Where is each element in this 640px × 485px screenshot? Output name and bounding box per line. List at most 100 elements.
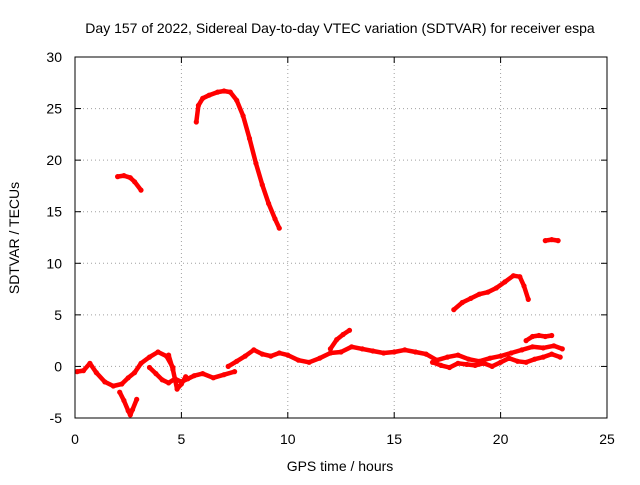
series-arc-7-point bbox=[210, 375, 216, 381]
series-arc-11-point bbox=[506, 355, 512, 361]
series-arc-3-point bbox=[493, 285, 499, 291]
series-arc-12-point bbox=[523, 338, 529, 344]
series-arc-9-point bbox=[225, 363, 231, 369]
series-arc-2-point bbox=[259, 182, 265, 188]
series-arc-2-point bbox=[246, 135, 253, 142]
series-arc-7-point bbox=[166, 380, 172, 386]
series-arc-9-point bbox=[498, 353, 504, 359]
series-arc-2-point bbox=[227, 89, 233, 95]
series-arc-9-point bbox=[317, 355, 323, 361]
series-arc-9-point bbox=[455, 352, 461, 358]
series-arc-3-point bbox=[468, 295, 474, 301]
series-arc-5-point bbox=[119, 381, 125, 387]
series-arc-8-point bbox=[183, 374, 189, 380]
series-arc-2-point bbox=[266, 200, 272, 207]
grid bbox=[75, 57, 607, 418]
series-arc-9-point bbox=[519, 347, 525, 353]
series-arc-5-point bbox=[132, 370, 138, 376]
y-tick-label: 25 bbox=[46, 101, 62, 117]
x-axis-label: GPS time / hours bbox=[287, 458, 394, 474]
series-arc-1-point bbox=[121, 173, 127, 179]
series-arc-5-point bbox=[125, 375, 131, 381]
series-arc-9-point bbox=[295, 357, 301, 363]
series-arc-7-point bbox=[200, 371, 206, 377]
x-tick-label: 20 bbox=[493, 431, 509, 447]
chart-title: Day 157 of 2022, Sidereal Day-to-day VTE… bbox=[85, 20, 595, 36]
y-tick-label: 30 bbox=[46, 49, 62, 65]
series-arc-6-point bbox=[127, 412, 133, 418]
x-tick-label: 15 bbox=[386, 431, 402, 447]
series-arc-9-point bbox=[466, 356, 472, 362]
series-arc-10-point bbox=[334, 337, 340, 343]
series-arc-9-point bbox=[381, 350, 387, 356]
series-arc-9-point bbox=[370, 348, 376, 354]
y-tick-label: 0 bbox=[54, 358, 62, 374]
series-arc-11-point bbox=[455, 360, 461, 366]
series-arc-12-point bbox=[549, 332, 555, 339]
series-arc-7-point bbox=[146, 364, 153, 371]
series-arc-7-point bbox=[153, 371, 159, 377]
series-arc-4-point bbox=[549, 237, 555, 243]
y-axis-label: SDTVAR / TECUs bbox=[6, 182, 22, 294]
series-arc-2-point bbox=[193, 119, 199, 125]
series-arc-4-point bbox=[555, 238, 561, 244]
series-arc-3-point bbox=[521, 283, 527, 289]
series-arc-9-point bbox=[529, 344, 536, 350]
series-arc-9-point bbox=[487, 355, 493, 361]
series-arc-5-point bbox=[102, 379, 108, 385]
series-arc-9-point bbox=[242, 353, 248, 359]
series-arc-3-point bbox=[525, 296, 531, 302]
series-arc-11-point bbox=[489, 363, 495, 369]
series-arc-2-point bbox=[272, 216, 278, 222]
series-arc-9-point bbox=[349, 344, 355, 350]
series-arc-10-point bbox=[327, 346, 333, 352]
series-arc-5-point bbox=[146, 354, 153, 360]
series-arc-2-point bbox=[195, 102, 201, 109]
series-arc-3-point bbox=[517, 274, 523, 280]
series-arc-4-point bbox=[542, 238, 548, 244]
x-tick-label: 10 bbox=[280, 431, 296, 447]
series-arc-5-point bbox=[74, 369, 80, 375]
series-arc-6-point bbox=[134, 396, 140, 402]
series-arc-9-point bbox=[306, 359, 312, 365]
series-arc-7-point bbox=[232, 369, 238, 375]
series-arc-8-point bbox=[170, 366, 176, 373]
series-arc-3-point bbox=[485, 289, 491, 295]
series-arc-1-point bbox=[132, 179, 138, 185]
axis-ticks: 0 5 10 15 20 25 -5 0 5 10 15 20 25 30 bbox=[46, 49, 615, 447]
series-arc-3-point bbox=[459, 299, 465, 306]
series-arc-11-point bbox=[438, 362, 444, 368]
y-tick-label: 5 bbox=[54, 307, 62, 323]
series-arc-3-point bbox=[510, 273, 516, 279]
series-arc-2-point bbox=[221, 88, 227, 94]
series-arc-11-point bbox=[464, 361, 470, 367]
series-arc-9-point bbox=[391, 349, 397, 355]
series-arc-11-point bbox=[472, 362, 478, 368]
series-arc-11-point bbox=[481, 360, 487, 366]
series-arc-2-point bbox=[276, 225, 282, 231]
series-arc-3-point bbox=[502, 279, 508, 285]
series-arc-9-point bbox=[412, 349, 419, 355]
series-arc-5-point bbox=[87, 360, 93, 366]
series-arc-2-point bbox=[200, 95, 206, 101]
x-tick-label: 5 bbox=[178, 431, 186, 447]
series-arc-9-point bbox=[540, 345, 546, 351]
y-tick-label: 15 bbox=[46, 204, 62, 220]
series-arc-9-line bbox=[225, 343, 565, 369]
x-tick-label: 25 bbox=[599, 431, 615, 447]
series-arc-9-point bbox=[268, 353, 274, 359]
series-arc-5-point bbox=[138, 360, 144, 366]
series-arc-8-point bbox=[174, 386, 180, 392]
plot-area bbox=[74, 88, 565, 418]
series-arc-9-point bbox=[508, 350, 514, 356]
series-arc-9-point bbox=[423, 351, 429, 357]
series-arc-1-point bbox=[127, 175, 133, 181]
series-arc-5-point bbox=[93, 370, 99, 376]
series-arc-12-point bbox=[542, 333, 548, 340]
series-arc-9-point bbox=[259, 351, 265, 357]
series-arc-11-point bbox=[498, 359, 504, 365]
series-arc-10-line bbox=[328, 328, 352, 352]
